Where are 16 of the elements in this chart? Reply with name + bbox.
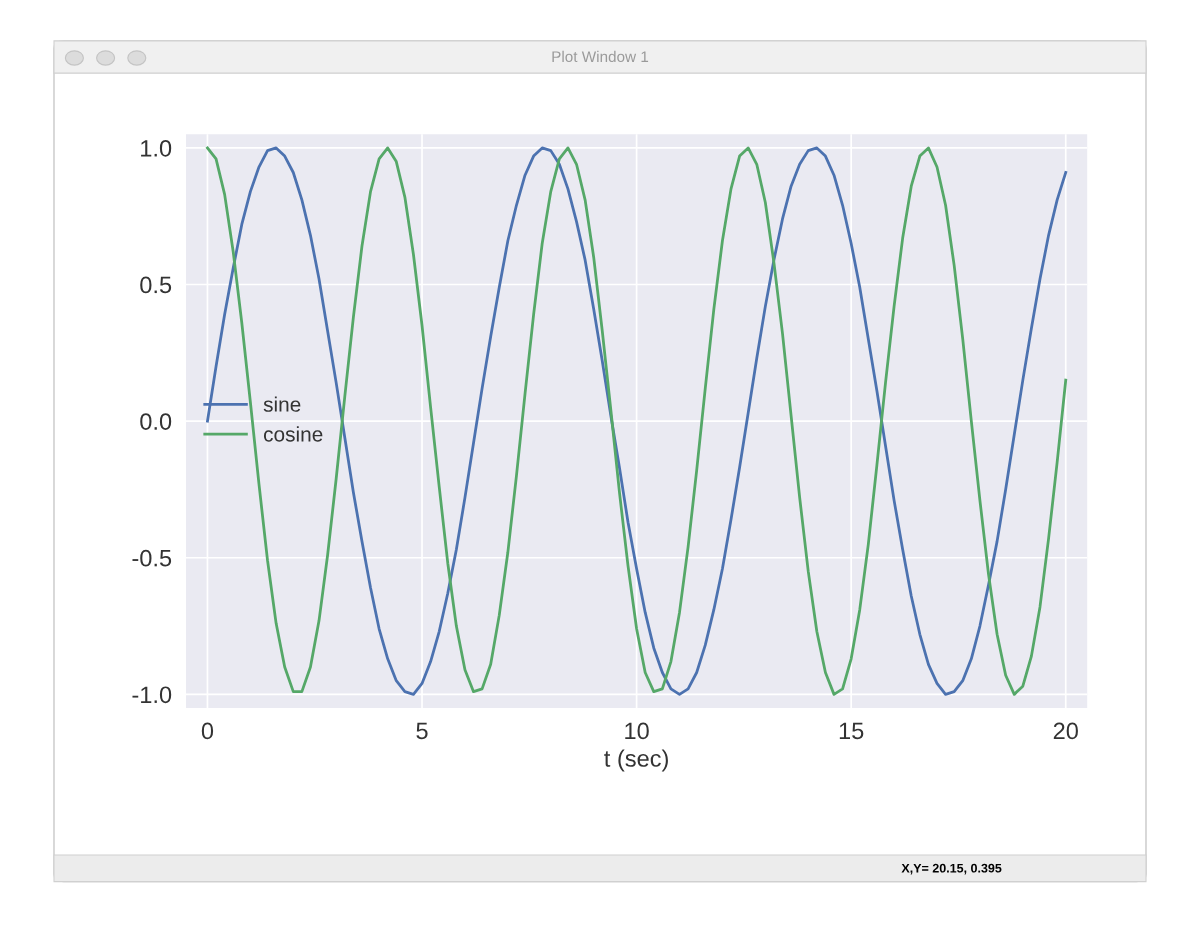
y-tick-label: -0.5 [132,549,172,567]
x-tick-label: 0 [201,722,214,740]
y-tick-label: 0.0 [140,413,172,430]
x-axis-title: t (sec) [604,749,668,772]
chart-title: Plot Window 1 [552,50,649,63]
x-tick-label: 10 [625,722,649,740]
y-tick-label: 0.5 [140,276,172,294]
legend-label: sine [263,396,301,412]
x-tick-label: 15 [839,722,864,740]
x-tick-label: 20 [1053,722,1078,740]
x-tick-label: 5 [416,722,428,740]
text: X,Y= 20.15, 0.395 [901,863,1002,875]
line-series [206,146,1068,696]
y-tick-label: -1.0 [132,686,172,704]
y-tick-label: 1.0 [141,139,172,157]
legend-label: cosine [263,426,323,442]
